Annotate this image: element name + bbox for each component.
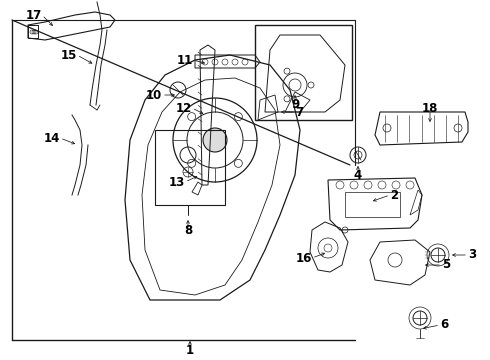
Text: 7: 7: [295, 105, 303, 118]
Text: 15: 15: [61, 49, 77, 62]
Bar: [345, 192, 400, 217]
Text: 5: 5: [442, 258, 450, 271]
Text: 10: 10: [146, 89, 162, 102]
Text: 17: 17: [26, 9, 42, 22]
Text: 14: 14: [44, 131, 60, 144]
Text: 9: 9: [291, 98, 299, 111]
Text: 3: 3: [468, 248, 476, 261]
Text: 11: 11: [177, 54, 193, 67]
Text: 1: 1: [186, 343, 194, 356]
Circle shape: [203, 128, 227, 152]
Text: 8: 8: [184, 224, 192, 237]
Text: 4: 4: [354, 168, 362, 181]
Text: 2: 2: [390, 189, 398, 202]
Text: 18: 18: [422, 102, 438, 114]
Text: 6: 6: [440, 319, 448, 332]
Text: 16: 16: [295, 252, 312, 265]
Text: 13: 13: [169, 176, 185, 189]
Text: 12: 12: [176, 102, 192, 114]
